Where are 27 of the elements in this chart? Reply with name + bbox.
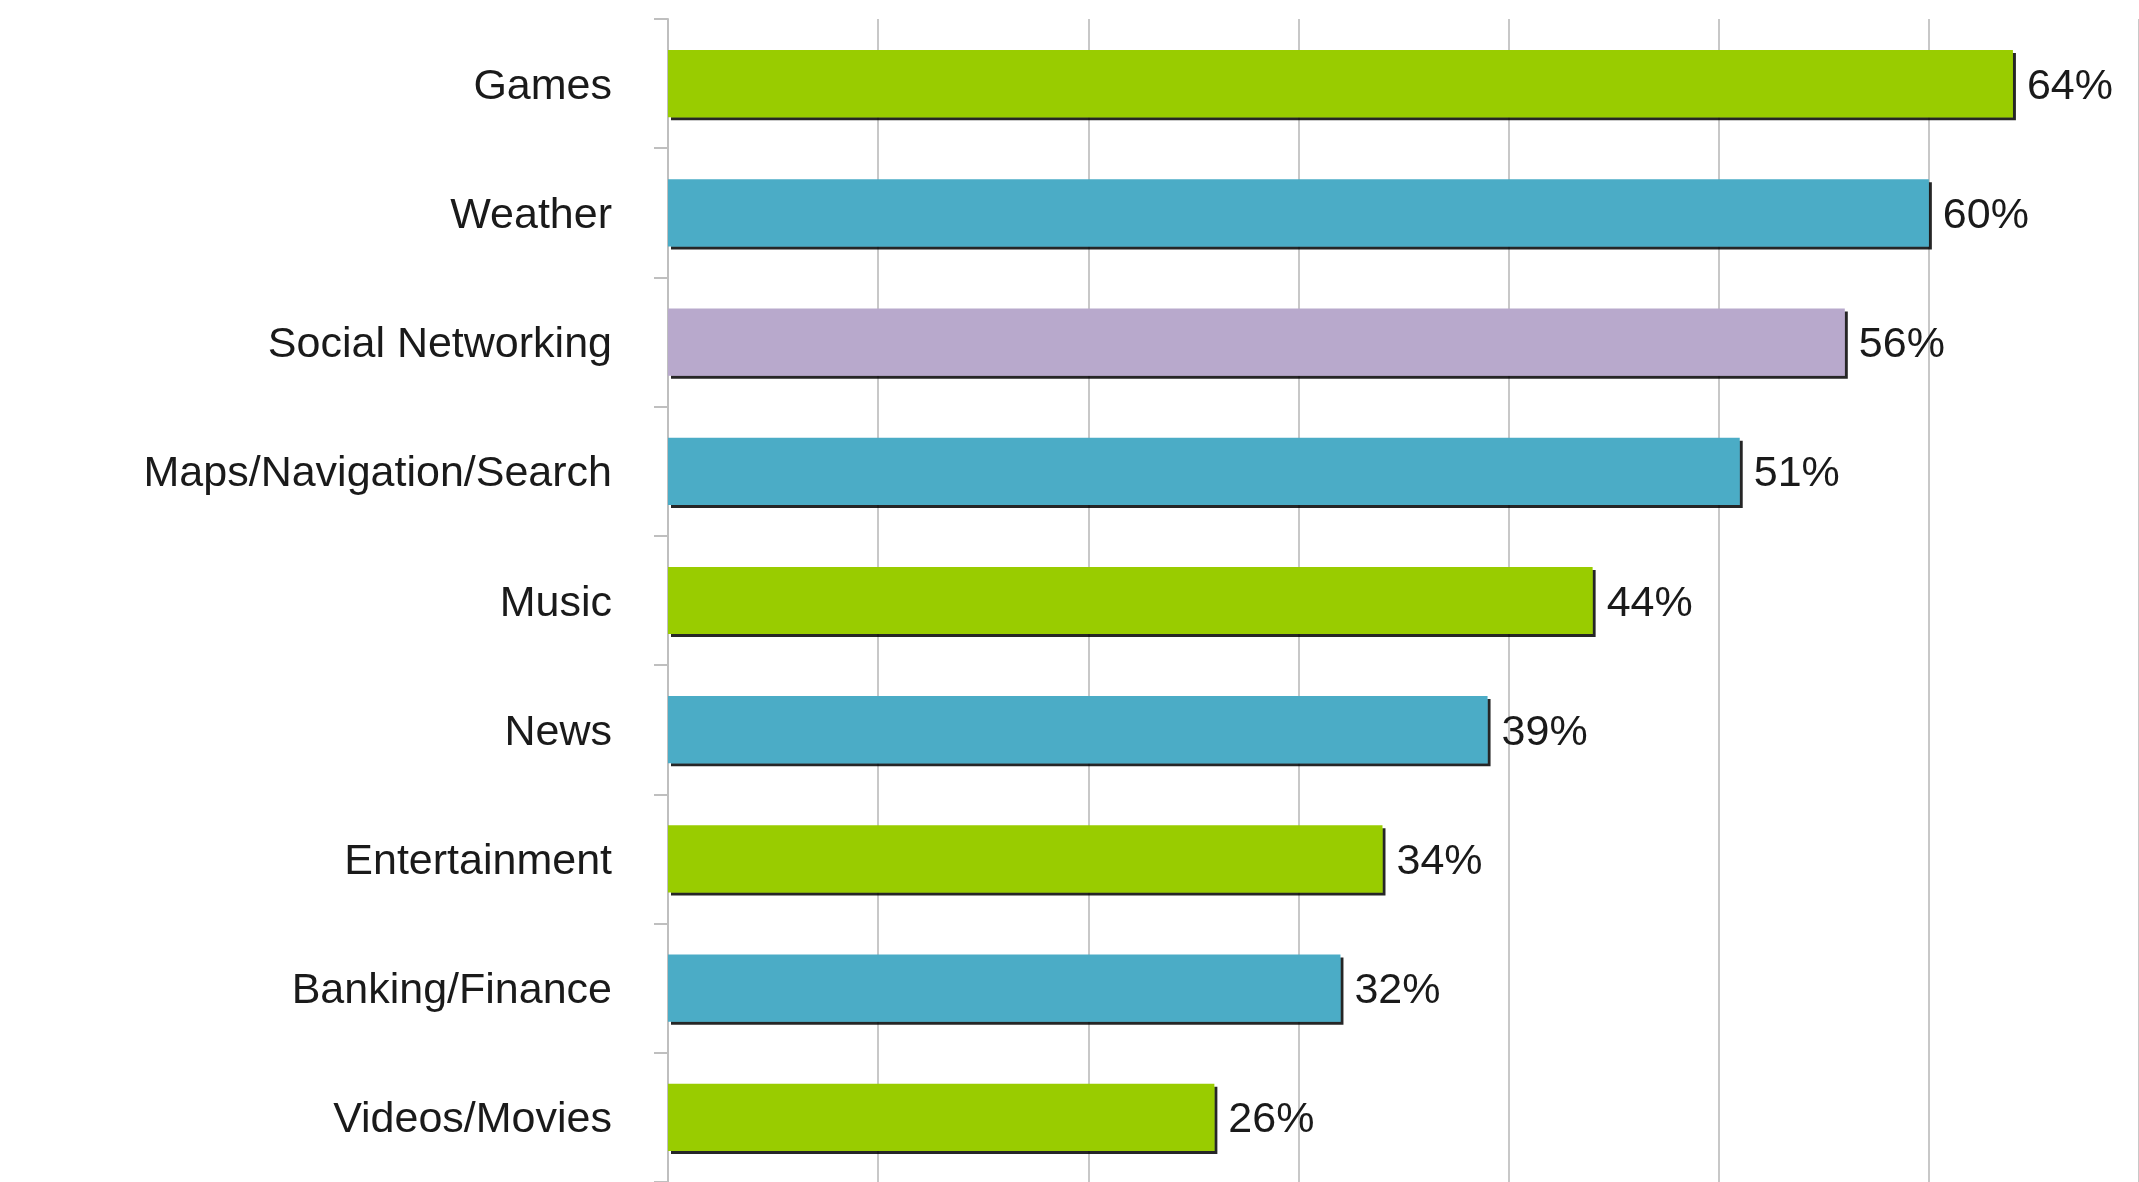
y-tick-label: Videos/Movies xyxy=(333,1093,612,1142)
y-tick-label: News xyxy=(504,705,612,754)
data-label: 56% xyxy=(1858,318,1945,367)
data-label: 64% xyxy=(2026,59,2113,108)
bar xyxy=(668,179,1929,247)
y-tick-label: Games xyxy=(473,59,612,108)
bar xyxy=(668,954,1341,1022)
bar xyxy=(668,308,1845,376)
bar xyxy=(668,825,1383,893)
data-label: 51% xyxy=(1753,447,1840,496)
bar xyxy=(668,696,1488,764)
data-label: 60% xyxy=(1942,188,2029,237)
data-label: 34% xyxy=(1396,834,1483,883)
y-tick-label: Maps/Navigation/Search xyxy=(143,447,612,496)
y-tick-label: Banking/Finance xyxy=(291,964,612,1013)
y-tick-label: Social Networking xyxy=(267,318,612,367)
data-label: 44% xyxy=(1606,576,1693,625)
bar xyxy=(668,437,1740,505)
y-tick-label: Entertainment xyxy=(344,834,613,883)
data-label: 39% xyxy=(1501,705,1588,754)
bar xyxy=(668,1083,1215,1151)
y-tick-label: Weather xyxy=(450,188,612,237)
bar xyxy=(668,566,1593,635)
bar xyxy=(668,50,2013,118)
y-tick-label: Music xyxy=(499,576,612,625)
data-label: 26% xyxy=(1228,1093,1315,1142)
data-label: 32% xyxy=(1354,964,1441,1013)
